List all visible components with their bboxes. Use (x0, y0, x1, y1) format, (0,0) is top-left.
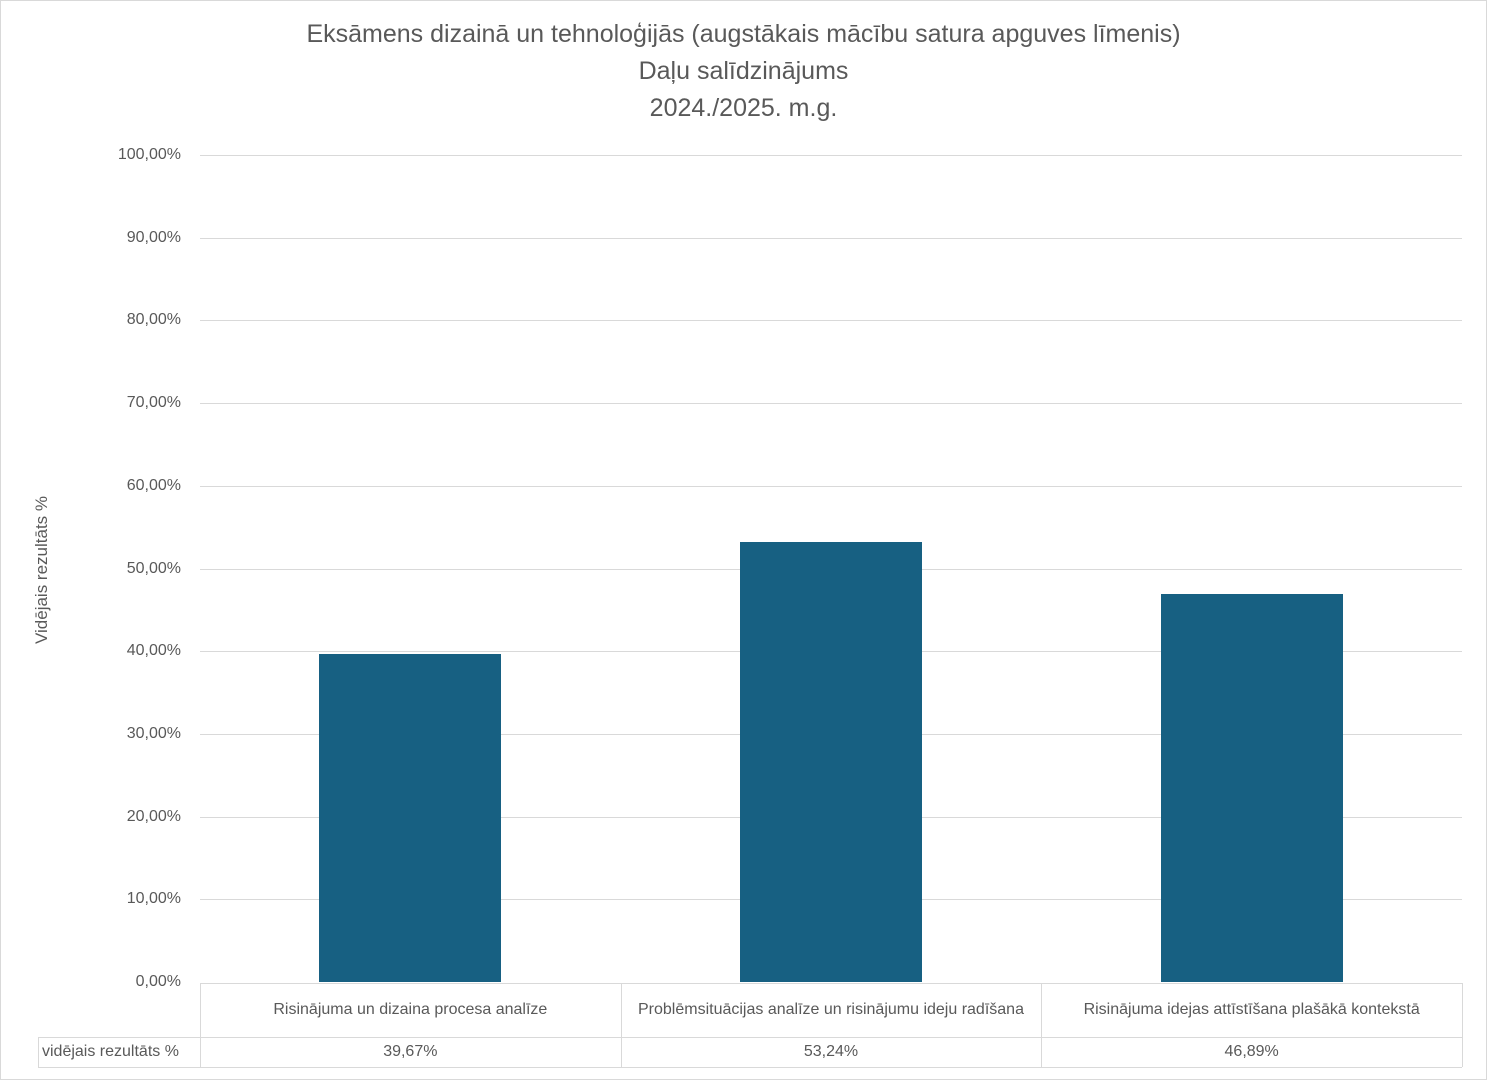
table-line (200, 983, 1462, 984)
table-line (1041, 983, 1043, 1067)
y-tick-label: 20,00% (126, 807, 181, 825)
y-tick-label: 30,00% (126, 724, 181, 742)
gridline (200, 237, 1462, 239)
gridline (200, 155, 1462, 156)
y-tick-label: 40,00% (126, 642, 181, 660)
y-tick-label: 70,00% (126, 394, 181, 412)
y-tick-label: 0,00% (135, 973, 181, 990)
data-table-value: 46,89% (1224, 1043, 1279, 1060)
gridline (200, 485, 1462, 487)
table-line (1462, 983, 1463, 1067)
table-line (38, 1067, 1462, 1068)
data-table-value: 53,24% (803, 1043, 859, 1060)
category-label: Risinājuma idejas attīstīšana plašākā ko… (1083, 1001, 1420, 1018)
bar-3 (1160, 594, 1343, 982)
y-tick-label: 100,00% (117, 146, 181, 163)
y-tick-label: 80,00% (126, 311, 181, 329)
y-axis-label: Vidējais rezultāts % (32, 495, 51, 645)
data-table-value: 39,67% (383, 1043, 438, 1060)
category-label: Risinājuma un dizaina procesa analīze (273, 1001, 548, 1018)
chart-title-line-2: Daļu salīdzinājums (638, 57, 849, 85)
bar-1 (319, 653, 502, 982)
y-tick-label: 60,00% (126, 476, 181, 494)
gridline (200, 403, 1462, 405)
table-line (620, 983, 622, 1067)
data-table-series-label: vidējais rezultāts % (42, 1043, 179, 1060)
chart-title-line-1: Eksāmens dizainā un tehnoloģijās (augstā… (306, 20, 1181, 48)
y-tick-label: 90,00% (126, 228, 181, 246)
table-line (38, 1037, 1462, 1038)
bar-2 (740, 541, 922, 982)
y-tick-label: 10,00% (126, 890, 181, 908)
chart-title-line-3: 2024./2025. m.g. (649, 94, 838, 122)
table-line (38, 1037, 39, 1067)
category-label: Problēmsituācijas analīze un risinājumu … (637, 1001, 1024, 1018)
gridline (200, 320, 1462, 322)
table-line (200, 983, 201, 1067)
y-tick-label: 50,00% (126, 559, 181, 577)
